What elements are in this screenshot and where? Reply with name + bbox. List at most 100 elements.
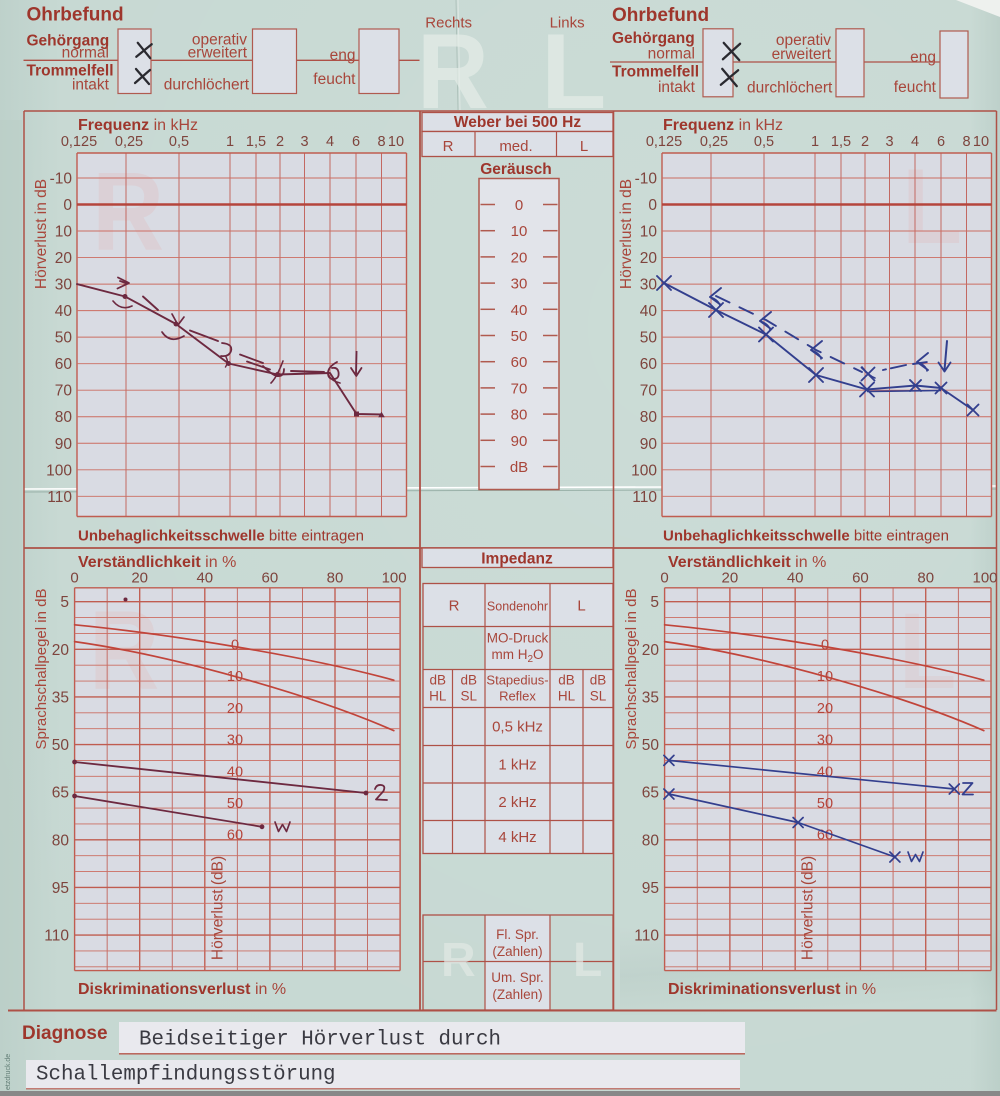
svg-text:0,125: 0,125: [646, 134, 682, 150]
svg-text:20: 20: [817, 701, 833, 717]
svg-text:L: L: [577, 598, 585, 615]
svg-text:50: 50: [52, 737, 70, 754]
svg-text:20: 20: [131, 570, 148, 587]
svg-text:30: 30: [227, 733, 243, 749]
svg-text:30: 30: [817, 733, 833, 749]
svg-text:80: 80: [642, 832, 660, 849]
svg-text:Fl. Spr.: Fl. Spr.: [496, 927, 539, 942]
svg-text:60: 60: [262, 570, 279, 587]
svg-text:1: 1: [226, 134, 234, 150]
svg-text:70: 70: [511, 380, 528, 397]
svg-text:20: 20: [55, 250, 73, 267]
svg-text:Weber bei 500 Hz: Weber bei 500 Hz: [454, 114, 581, 131]
svg-text:10: 10: [973, 134, 989, 150]
svg-text:40: 40: [640, 303, 658, 320]
svg-text:60: 60: [640, 356, 658, 373]
svg-text:normal: normal: [62, 45, 109, 62]
svg-text:erweitert: erweitert: [772, 46, 832, 63]
svg-text:durchlöchert: durchlöchert: [747, 80, 833, 97]
svg-text:2: 2: [276, 134, 284, 150]
svg-text:feucht: feucht: [894, 79, 937, 96]
svg-text:20: 20: [52, 642, 70, 659]
svg-text:40: 40: [227, 764, 243, 780]
svg-text:L: L: [902, 146, 962, 266]
svg-text:65: 65: [642, 785, 659, 802]
svg-text:dB: dB: [510, 459, 528, 476]
svg-text:70: 70: [55, 383, 73, 400]
svg-text:Hörverlust in dB: Hörverlust in dB: [618, 179, 635, 289]
svg-text:Impedanz: Impedanz: [481, 551, 553, 568]
svg-text:Hörverlust (dB): Hörverlust (dB): [800, 856, 817, 960]
svg-text:Um. Spr.: Um. Spr.: [491, 970, 544, 985]
svg-text:80: 80: [511, 407, 528, 424]
svg-text:40: 40: [787, 570, 804, 587]
svg-text:1,5: 1,5: [246, 134, 266, 150]
svg-text:HL: HL: [429, 689, 447, 704]
svg-text:eng: eng: [330, 47, 356, 64]
svg-text:40: 40: [511, 302, 528, 319]
svg-text:95: 95: [642, 880, 659, 897]
svg-text:10: 10: [388, 134, 404, 150]
svg-text:0,125: 0,125: [61, 134, 97, 150]
svg-text:dB: dB: [460, 673, 477, 688]
svg-text:R: R: [449, 598, 460, 615]
svg-text:Hörverlust in dB: Hörverlust in dB: [33, 179, 50, 289]
svg-text:Verständlichkeit in %: Verständlichkeit in %: [78, 554, 236, 571]
svg-text:4 kHz: 4 kHz: [498, 829, 536, 846]
svg-text:0,5: 0,5: [754, 134, 774, 150]
svg-text:40: 40: [817, 764, 833, 780]
svg-text:8: 8: [962, 134, 970, 150]
svg-text:95: 95: [52, 880, 69, 897]
svg-text:30: 30: [55, 277, 73, 294]
svg-text:0: 0: [821, 638, 829, 654]
svg-text:60: 60: [55, 356, 73, 373]
svg-text:60: 60: [227, 828, 243, 844]
svg-text:(Zahlen): (Zahlen): [492, 944, 542, 959]
svg-text:110: 110: [632, 489, 657, 506]
svg-text:R: R: [441, 934, 476, 987]
svg-text:med.: med.: [499, 138, 532, 155]
svg-text:60: 60: [817, 828, 833, 844]
svg-text:40: 40: [196, 570, 213, 587]
svg-text:65: 65: [52, 785, 69, 802]
svg-text:90: 90: [640, 436, 658, 453]
svg-text:Trommelfell: Trommelfell: [27, 63, 114, 80]
svg-text:0,25: 0,25: [115, 134, 143, 150]
svg-text:dB: dB: [429, 673, 446, 688]
svg-text:feucht: feucht: [313, 71, 356, 88]
svg-text:35: 35: [52, 689, 69, 706]
svg-text:100: 100: [972, 570, 997, 587]
svg-text:Verständlichkeit in %: Verständlichkeit in %: [668, 554, 826, 571]
svg-text:60: 60: [511, 354, 528, 371]
svg-text:R: R: [92, 150, 164, 274]
svg-text:normal: normal: [648, 46, 695, 63]
svg-text:70: 70: [640, 383, 658, 400]
svg-text:Stapedius-: Stapedius-: [486, 673, 548, 688]
svg-text:L: L: [899, 591, 956, 712]
svg-text:5: 5: [650, 594, 659, 611]
svg-text:3: 3: [885, 134, 893, 150]
svg-text:80: 80: [52, 832, 70, 849]
svg-text:MO-Druck: MO-Druck: [487, 631, 549, 646]
svg-text:Diagnose: Diagnose: [22, 1023, 108, 1044]
svg-text:L: L: [580, 138, 588, 155]
svg-text:Ohrbefund: Ohrbefund: [27, 5, 124, 26]
svg-text:60: 60: [852, 570, 869, 587]
svg-text:Trommelfell: Trommelfell: [612, 64, 699, 81]
svg-text:Frequenz in kHz: Frequenz in kHz: [663, 117, 783, 134]
svg-text:(Zahlen): (Zahlen): [492, 987, 542, 1002]
svg-text:2: 2: [861, 134, 869, 150]
svg-text:1,5: 1,5: [831, 134, 851, 150]
svg-text:R: R: [89, 589, 159, 714]
svg-text:80: 80: [640, 409, 658, 426]
svg-text:100: 100: [382, 570, 407, 587]
svg-text:4: 4: [911, 134, 919, 150]
svg-text:eng: eng: [910, 49, 936, 66]
svg-text:30: 30: [511, 276, 528, 293]
svg-text:Diskriminationsverlust in %: Diskriminationsverlust in %: [668, 981, 876, 998]
svg-text:HL: HL: [558, 689, 576, 704]
svg-text:90: 90: [511, 433, 528, 450]
svg-text:3: 3: [300, 134, 308, 150]
svg-text:Gehörgang: Gehörgang: [27, 32, 110, 49]
svg-text:50: 50: [817, 796, 833, 812]
